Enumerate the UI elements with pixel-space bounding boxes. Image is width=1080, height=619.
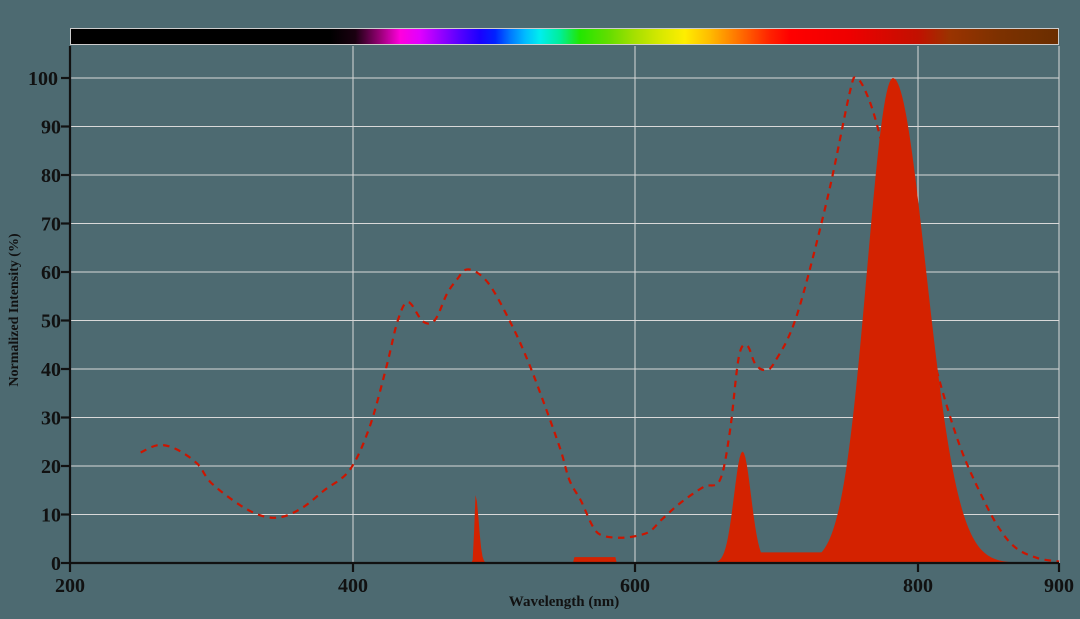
svg-text:900: 900: [1044, 575, 1074, 597]
svg-text:50: 50: [41, 311, 61, 333]
svg-text:100: 100: [28, 68, 58, 90]
svg-text:80: 80: [41, 165, 61, 187]
svg-text:60: 60: [41, 262, 61, 284]
svg-text:200: 200: [55, 575, 85, 597]
svg-text:600: 600: [620, 575, 650, 597]
svg-text:30: 30: [41, 408, 61, 430]
svg-text:400: 400: [338, 575, 368, 597]
svg-text:800: 800: [903, 575, 933, 597]
svg-text:40: 40: [41, 359, 61, 381]
svg-text:20: 20: [41, 456, 61, 478]
svg-text:10: 10: [41, 505, 61, 527]
svg-text:Wavelength (nm): Wavelength (nm): [509, 594, 619, 610]
svg-text:0: 0: [51, 553, 61, 575]
svg-text:90: 90: [41, 117, 61, 139]
svg-text:Normalized Intensity (%): Normalized Intensity (%): [7, 233, 22, 387]
svg-text:70: 70: [41, 214, 61, 236]
